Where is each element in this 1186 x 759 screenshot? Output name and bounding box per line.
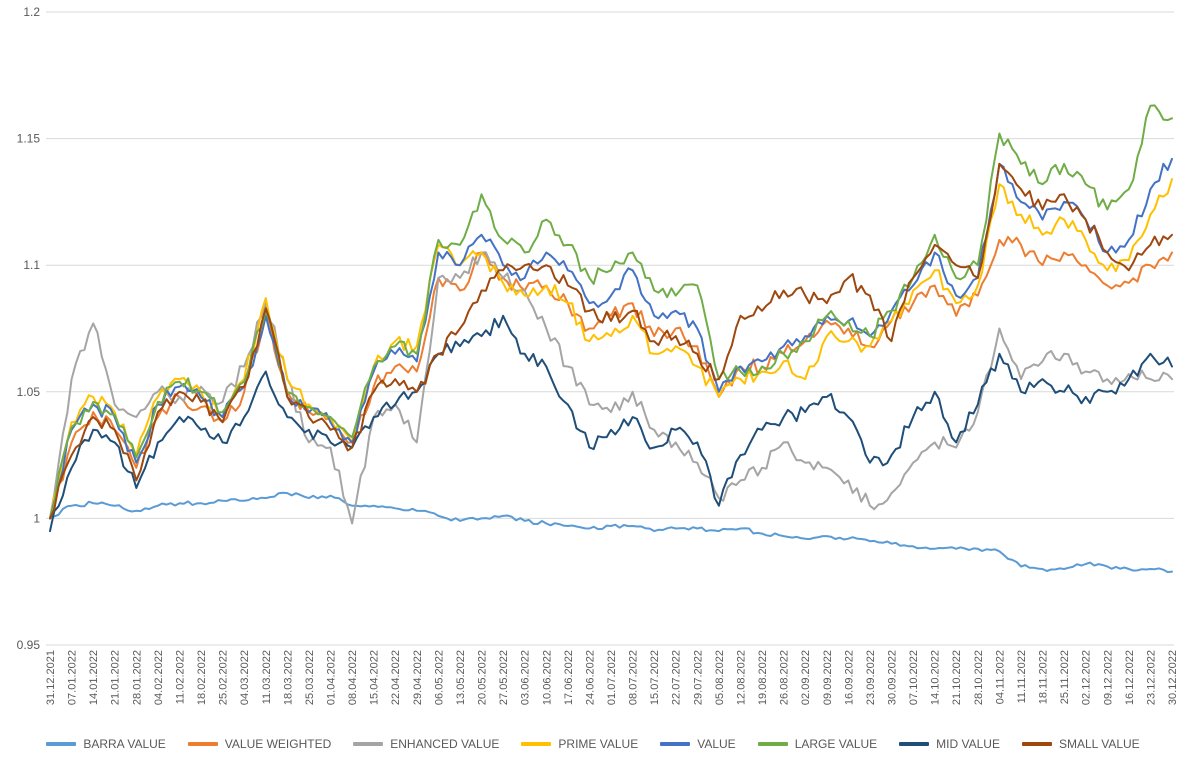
x-axis-tick-label: 03.06.2022	[520, 650, 532, 705]
legend-label: ENHANCED VALUE	[390, 737, 500, 751]
x-axis-tick-label: 21.10.2022	[951, 650, 963, 705]
x-axis-tick-label: 22.04.2022	[390, 650, 402, 705]
x-axis-tick-label: 13.05.2022	[455, 650, 467, 705]
x-axis-tick-label: 08.04.2022	[347, 650, 359, 705]
x-axis-tick-label: 29.07.2022	[692, 650, 704, 705]
x-axis-tick-label: 04.03.2022	[239, 650, 251, 705]
x-axis-tick-label: 23.12.2022	[1145, 650, 1157, 705]
legend-item-enhanced-value[interactable]: ENHANCED VALUE	[353, 737, 499, 751]
legend-line-swatch	[521, 742, 552, 746]
x-axis-tick-label: 19.08.2022	[757, 650, 769, 705]
series-line-barra-value[interactable]	[49, 491, 1173, 574]
chart-legend: BARRA VALUE VALUE WEIGHTED ENHANCED VALUE P…	[0, 737, 1186, 751]
series-line-value-weighted[interactable]	[49, 235, 1173, 520]
x-axis-tick-label: 30.09.2022	[887, 650, 899, 705]
x-axis-tick-label: 24.06.2022	[584, 650, 596, 705]
x-axis-tick-label: 10.06.2022	[541, 650, 553, 705]
legend-line-swatch	[353, 742, 384, 746]
x-axis-tick-label: 08.07.2022	[628, 650, 640, 705]
x-axis-tick-label: 25.02.2022	[218, 650, 230, 705]
series-line-enhanced-value[interactable]	[49, 251, 1173, 525]
legend-line-swatch	[660, 742, 691, 746]
x-axis-tick-label: 01.07.2022	[606, 650, 618, 705]
x-axis-tick-label: 06.05.2022	[433, 650, 445, 705]
series-line-large-value[interactable]	[49, 104, 1173, 520]
x-axis-tick-label: 01.04.2022	[326, 650, 338, 705]
legend-label: LARGE VALUE	[794, 737, 878, 751]
x-axis-tick-label: 15.07.2022	[649, 650, 661, 705]
legend-label: SMALL VALUE	[1058, 737, 1140, 751]
legend-line-swatch	[1021, 742, 1052, 746]
x-axis-tick-label: 25.03.2022	[304, 650, 316, 705]
x-axis-tick-label: 02.09.2022	[800, 650, 812, 705]
legend-line-swatch	[187, 742, 218, 746]
legend-label: VALUE	[697, 737, 736, 751]
x-axis-tick-label: 18.03.2022	[282, 650, 294, 705]
legend-line-swatch	[899, 742, 930, 746]
x-axis-tick-label: 11.11.2022	[1016, 650, 1028, 703]
x-axis-tick-label: 22.07.2022	[671, 650, 683, 705]
series-line-mid-value[interactable]	[49, 314, 1173, 533]
y-axis-tick-label: 1.15	[17, 132, 41, 146]
x-axis-tick-label: 04.02.2022	[153, 650, 165, 705]
legend-line-swatch	[46, 742, 77, 746]
x-axis-tick-label: 11.02.2022	[174, 650, 186, 704]
legend-item-value[interactable]: VALUE	[660, 737, 736, 751]
x-axis-tick-label: 16.09.2022	[843, 650, 855, 705]
x-axis-tick-label: 28.10.2022	[973, 650, 985, 705]
series-line-small-value[interactable]	[49, 162, 1173, 520]
x-axis-tick-label: 14.01.2022	[88, 650, 100, 705]
x-axis-tick-label: 12.08.2022	[735, 650, 747, 705]
x-axis-tick-label: 09.12.2022	[1102, 650, 1114, 705]
legend-item-large-value[interactable]: LARGE VALUE	[757, 737, 878, 751]
x-axis-tick-label: 28.01.2022	[131, 650, 143, 705]
legend-line-swatch	[757, 742, 788, 746]
y-axis-tick-label: 1	[33, 511, 40, 525]
x-axis-tick-label: 26.08.2022	[779, 650, 791, 705]
x-axis-tick-label: 09.09.2022	[822, 650, 834, 705]
y-axis-tick-label: 1.2	[23, 5, 40, 19]
x-axis-tick-label: 11.03.2022	[261, 650, 273, 704]
x-axis-tick-label: 27.05.2022	[498, 650, 510, 705]
x-axis-tick-label: 07.10.2022	[908, 650, 920, 705]
x-axis-tick-label: 07.01.2022	[67, 650, 79, 705]
x-axis-tick-label: 20.05.2022	[477, 650, 489, 705]
x-axis-tick-label: 21.01.2022	[110, 650, 122, 705]
x-axis-tick-label: 30.12.2022	[1167, 650, 1179, 705]
legend-item-prime-value[interactable]: PRIME VALUE	[521, 737, 638, 751]
legend-label: PRIME VALUE	[558, 737, 639, 751]
y-axis-tick-label: 1.05	[17, 385, 41, 399]
x-axis-tick-label: 15.04.2022	[369, 650, 381, 705]
y-axis-tick-label: 1.1	[23, 258, 40, 272]
legend-label: BARRA VALUE	[83, 737, 166, 751]
legend-label: MID VALUE	[936, 737, 1000, 751]
x-axis-tick-label: 31.12.2021	[45, 650, 57, 705]
legend-item-small-value[interactable]: SMALL VALUE	[1021, 737, 1140, 751]
x-axis-tick-label: 04.11.2022	[994, 650, 1006, 704]
x-axis-tick-label: 05.08.2022	[714, 650, 726, 705]
x-axis-tick-label: 25.11.2022	[1059, 650, 1071, 704]
legend-item-barra-value[interactable]: BARRA VALUE	[46, 737, 166, 751]
legend-item-mid-value[interactable]: MID VALUE	[899, 737, 1000, 751]
x-axis-tick-label: 29.04.2022	[412, 650, 424, 705]
x-axis-tick-label: 18.02.2022	[196, 650, 208, 705]
x-axis-tick-label: 23.09.2022	[865, 650, 877, 705]
legend-label: VALUE WEIGHTED	[224, 737, 332, 751]
x-axis-tick-label: 02.12.2022	[1081, 650, 1093, 705]
x-axis-tick-label: 17.06.2022	[563, 650, 575, 705]
x-axis-tick-label: 16.12.2022	[1124, 650, 1136, 705]
x-axis-tick-label: 14.10.2022	[930, 650, 942, 705]
x-axis-tick-label: 18.11.2022	[1038, 650, 1050, 704]
series-line-prime-value[interactable]	[49, 178, 1173, 520]
legend-item-value-weighted[interactable]: VALUE WEIGHTED	[187, 737, 332, 751]
y-axis-tick-label: 0.95	[17, 638, 41, 652]
